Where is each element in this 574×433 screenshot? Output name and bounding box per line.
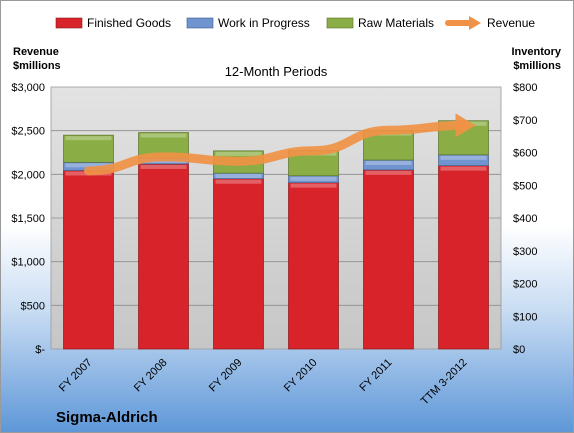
right-tick-labels: $0 $100 $200 $300 $400 $500 $600 $700 $800 <box>513 82 537 356</box>
left-tick-label: $1,500 <box>11 213 45 225</box>
bar-highlight-work-in-progress <box>365 161 412 166</box>
bar-highlight-raw-materials <box>215 151 262 156</box>
bar-highlight-finished-goods <box>215 179 262 184</box>
right-tick-label: $400 <box>513 213 537 225</box>
left-tick-label: $1,000 <box>11 257 45 269</box>
left-axis-title-line1: Revenue <box>13 46 59 58</box>
right-tick-label: $300 <box>513 246 537 258</box>
legend-label-raw-materials: Raw Materials <box>358 16 434 30</box>
legend-revenue-arrowhead <box>469 16 481 30</box>
legend-label-work-in-progress: Work in Progress <box>218 16 310 30</box>
bar-finished-goods <box>213 178 264 350</box>
revenue-line <box>84 120 468 176</box>
right-tick-label: $500 <box>513 180 537 192</box>
bar-highlight-raw-materials <box>65 136 112 141</box>
x-tick-labels: FY 2007 FY 2008 FY 2009 FY 2010 FY 2011 TTM 3… <box>57 357 470 408</box>
right-tick-label: $800 <box>513 82 537 94</box>
legend: Finished Goods Work in Progress Raw Mate… <box>55 16 535 30</box>
legend-swatch-finished-goods <box>55 17 83 29</box>
right-tick-label: $200 <box>513 279 537 291</box>
left-tick-label: $2,000 <box>11 169 45 181</box>
bar-highlight-finished-goods <box>290 183 337 188</box>
left-tick-labels: $- $500 $1,000 $1,500 $2,000 $2,500 $3,000 <box>11 82 45 356</box>
right-tick-label: $0 <box>513 344 525 356</box>
bar-finished-goods <box>138 163 189 350</box>
bar-highlight-work-in-progress <box>290 176 337 181</box>
bar-finished-goods <box>363 169 414 350</box>
legend-swatch-raw-materials <box>326 17 354 29</box>
x-tick-label: FY 2009 <box>207 357 245 395</box>
bar-highlight-work-in-progress <box>65 163 112 168</box>
x-tick-label: FY 2008 <box>132 357 170 395</box>
x-tick-label: FY 2011 <box>357 357 394 394</box>
revenue-line-group <box>84 113 476 176</box>
left-tick-label: $500 <box>21 300 45 312</box>
bar-finished-goods <box>63 170 114 350</box>
bar-raw-materials <box>63 134 114 163</box>
left-tick-label: $- <box>35 344 45 356</box>
left-axis-title-line2: $millions <box>13 60 61 72</box>
right-axis-title-line2: $millions <box>513 60 561 72</box>
right-tick-label: $700 <box>513 115 537 127</box>
bar-finished-goods <box>288 182 339 350</box>
x-tick-label: FY 2007 <box>57 357 95 395</box>
bars <box>63 120 489 350</box>
company-name: Sigma-Aldrich <box>56 409 158 426</box>
plot-title: 12-Month Periods <box>225 64 328 79</box>
left-tick-label: $2,500 <box>11 126 45 138</box>
bar-highlight-finished-goods <box>440 166 487 171</box>
bar-highlight-work-in-progress <box>440 155 487 160</box>
x-tick-label: FY 2010 <box>282 357 320 395</box>
bar-highlight-raw-materials <box>140 133 187 138</box>
bar-highlight-finished-goods <box>365 170 412 175</box>
bar-highlight-work-in-progress <box>215 174 262 179</box>
legend-label-revenue: Revenue <box>487 16 535 30</box>
right-tick-label: $100 <box>513 311 537 323</box>
revenue-arrowhead <box>455 113 476 138</box>
right-tick-label: $600 <box>513 148 537 160</box>
right-axis-title-line1: Inventory <box>511 46 561 58</box>
legend-label-finished-goods: Finished Goods <box>87 16 171 30</box>
left-tick-label: $3,000 <box>11 82 45 94</box>
x-tick-label: TTM 3-2012 <box>419 357 470 408</box>
bar-highlight-finished-goods <box>140 164 187 169</box>
bar-finished-goods <box>438 165 489 350</box>
legend-swatch-work-in-progress <box>186 17 214 29</box>
